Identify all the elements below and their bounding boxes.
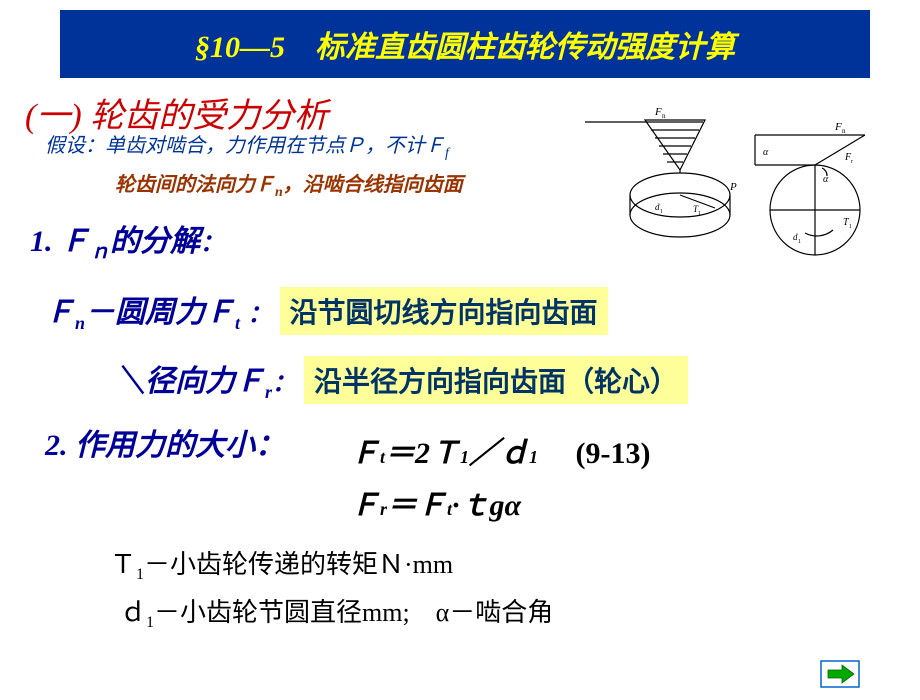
slide-title: §10—5 标准直齿圆柱齿轮传动强度计算 [60, 10, 870, 78]
svg-text:1: 1 [698, 211, 701, 217]
svg-text:n: n [662, 112, 666, 120]
equation-fr: Ｆr＝Ｆt·ｔgα [350, 480, 920, 524]
highlight-radial: 沿半径方向指向齿面（轮心） [304, 356, 688, 404]
svg-text:1: 1 [849, 224, 852, 230]
gear-force-diagram: Fn Fn α Fr α P T1 T1 d1 d1 [585, 100, 885, 260]
svg-text:α: α [823, 174, 829, 185]
svg-text:P: P [729, 181, 737, 193]
svg-text:α: α [763, 147, 769, 158]
radial-force-line: ＼径向力Ｆr： 沿半径方向指向齿面（轮心） [115, 351, 920, 408]
svg-text:1: 1 [660, 209, 663, 215]
next-arrow-icon[interactable] [820, 660, 860, 688]
diameter-description: ｄ1－小齿轮节圆直径mm; α－啮合角 [120, 592, 920, 632]
svg-text:n: n [842, 127, 846, 135]
highlight-tangential: 沿节圆切线方向指向齿面 [280, 287, 608, 335]
circumferential-force-line: Ｆn－圆周力Ｆt ： 沿节圆切线方向指向齿面 [45, 282, 920, 339]
equation-ft: Ｆt＝2Ｔ1／ｄ1 (9-13) [350, 428, 920, 472]
svg-text:r: r [851, 159, 853, 165]
svg-text:F: F [654, 106, 662, 118]
equation-number: (9-13) [576, 437, 651, 470]
svg-text:F: F [834, 121, 842, 133]
torque-description: Ｔ1－小齿轮传递的转矩Ｎ·mm [110, 544, 920, 584]
svg-text:1: 1 [798, 239, 801, 245]
